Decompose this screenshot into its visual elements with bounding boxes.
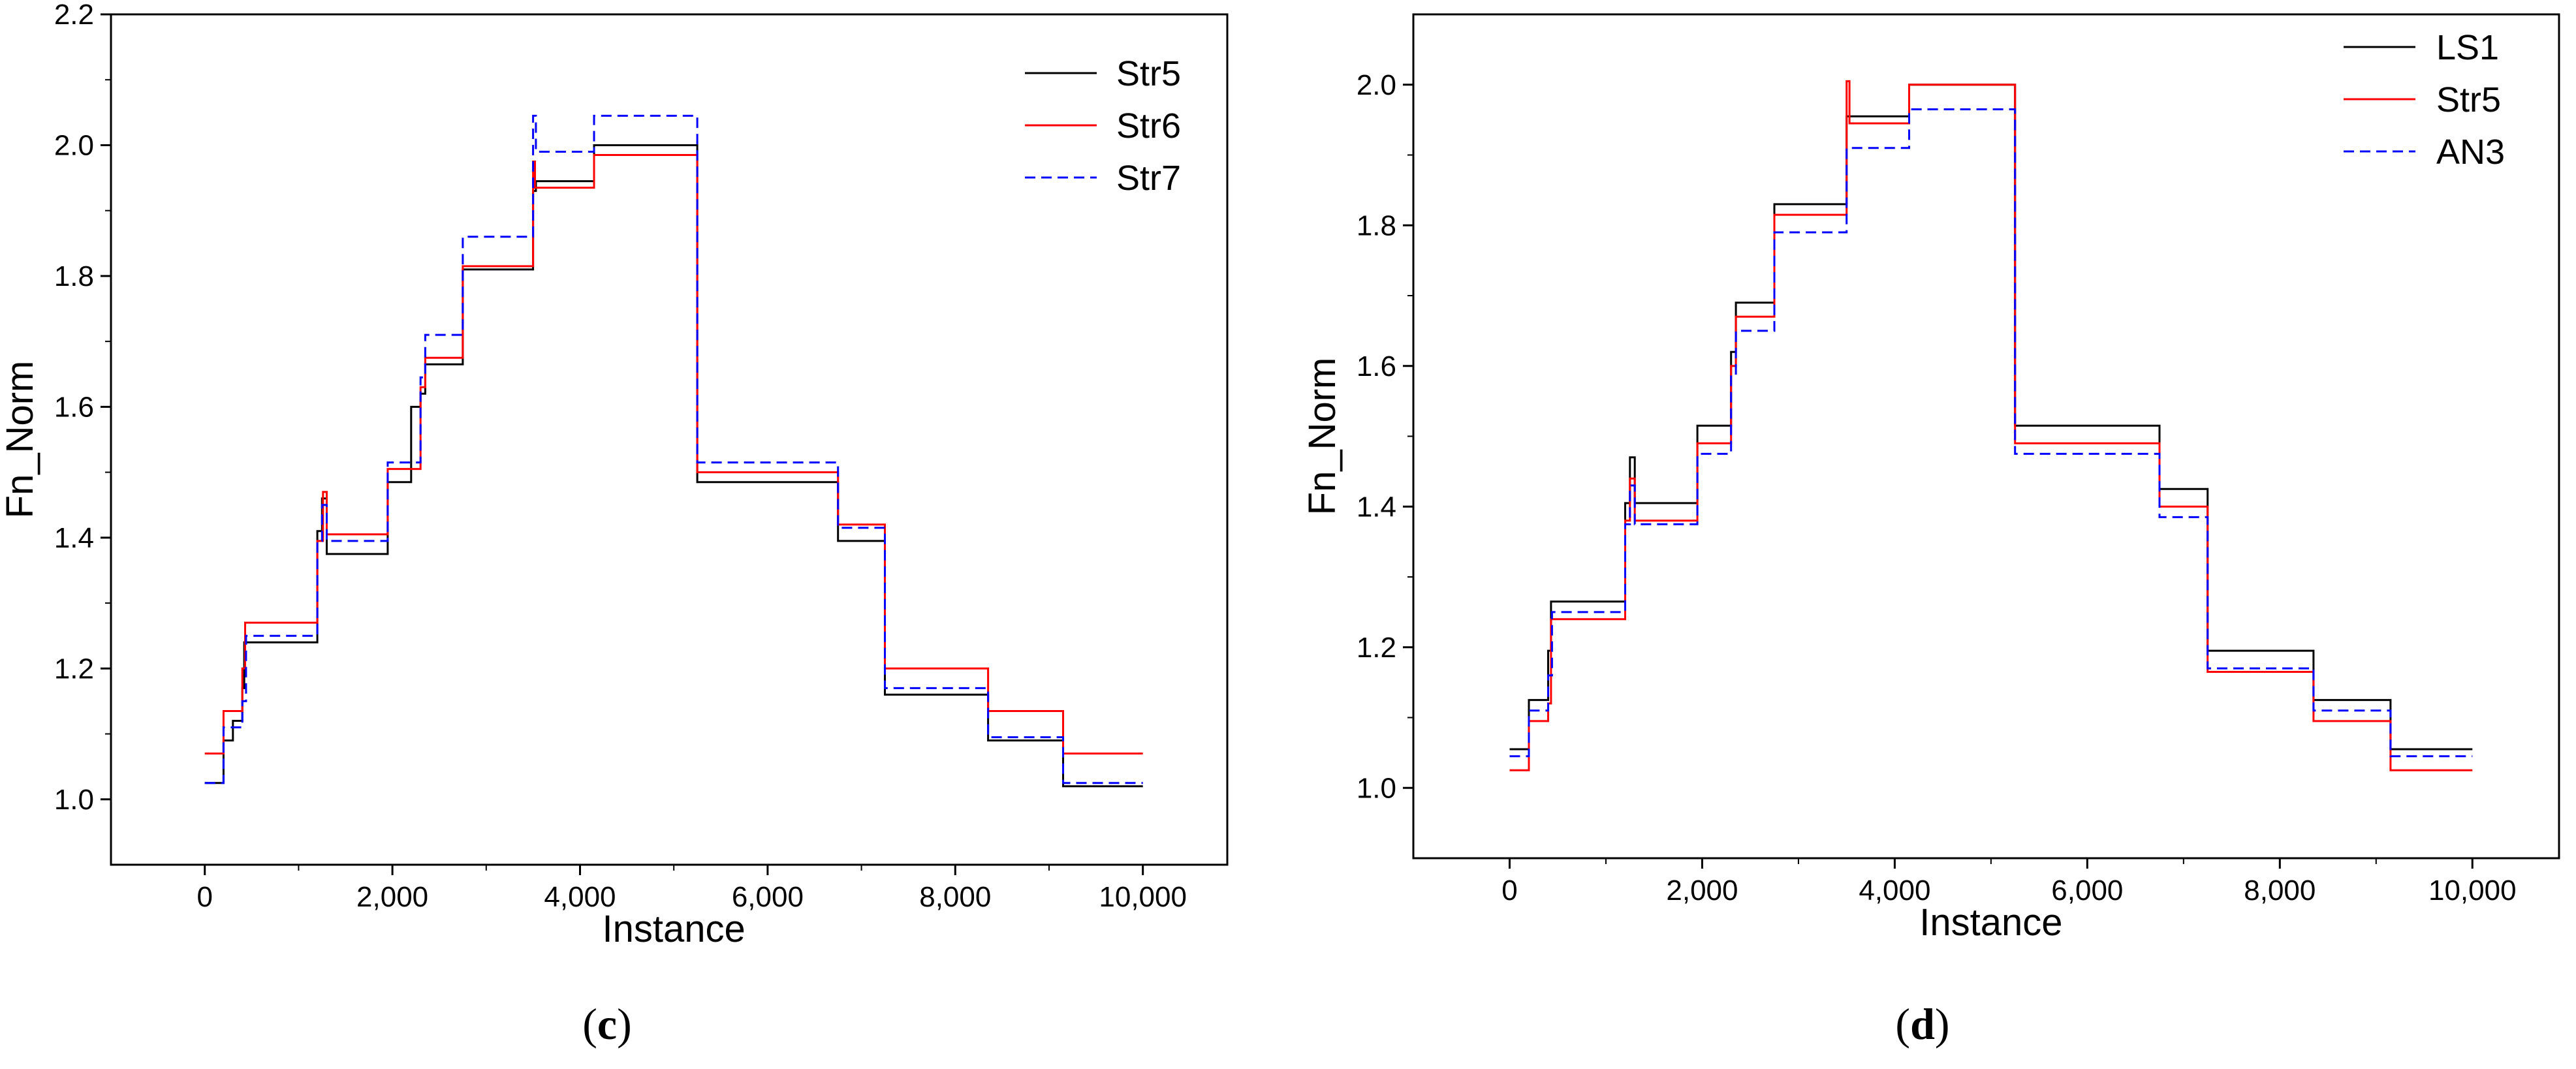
panel-caption: (c) (582, 999, 632, 1049)
series-line-an3 (1509, 108, 2473, 758)
y-tick-label: 1.2 (1357, 632, 1396, 664)
y-axis-title: Fn_Norm (0, 361, 41, 519)
chart-panel-d: 0 2,000 4,000 6,000 8,000 10,000 1.0 1.2 1.4 1.6 1… (1301, 13, 2560, 1049)
y-tick-label: 1.6 (54, 391, 94, 423)
legend: Str5 Str6 Str7 (1025, 54, 1181, 198)
y-tick-label: 1.0 (54, 784, 94, 816)
x-tick-label: 2,000 (356, 881, 428, 913)
y-tick-label: 2.2 (54, 0, 94, 31)
y-tick-label: 1.8 (1357, 209, 1396, 241)
x-tick-label: 0 (196, 881, 212, 913)
legend-label-str6: Str6 (1116, 106, 1181, 146)
x-tick-label: 2,000 (1666, 875, 1738, 906)
x-axis-title: Instance (603, 908, 746, 950)
y-tick-label: 1.2 (54, 653, 94, 685)
series-line-str6 (204, 154, 1143, 755)
series-line-str7 (204, 114, 1143, 784)
x-tick-label: 8,000 (919, 881, 991, 913)
plot-frame (110, 13, 1229, 866)
legend-label-str7: Str7 (1116, 159, 1181, 198)
series-line-str5 (204, 144, 1143, 788)
x-tick-label: 10,000 (2428, 875, 2517, 906)
y-tick-label: 2.0 (1357, 69, 1396, 101)
y-tick-label: 1.4 (1357, 491, 1396, 523)
y-axis-title: Fn_Norm (1301, 358, 1343, 516)
x-tick-label: 0 (1501, 875, 1517, 906)
y-tick-label: 1.0 (1357, 772, 1396, 804)
x-tick-label: 8,000 (2244, 875, 2316, 906)
y-tick-label: 1.4 (54, 522, 94, 554)
legend-label-an3: AN3 (2436, 132, 2505, 172)
y-tick-label: 2.0 (54, 129, 94, 161)
x-axis-title: Instance (1919, 901, 2062, 944)
legend-label-str5: Str5 (2436, 80, 2501, 119)
x-tick-label: 6,000 (2051, 875, 2123, 906)
panel-caption: (d) (1895, 999, 1949, 1049)
x-tick-label: 4,000 (544, 881, 616, 913)
legend-label-ls1: LS1 (2436, 28, 2499, 67)
series-line-str5 (1509, 80, 2473, 771)
x-tick-label: 10,000 (1099, 881, 1187, 913)
legend: LS1 Str5 AN3 (2344, 28, 2505, 172)
y-tick-label: 1.6 (1357, 350, 1396, 382)
x-tick-label: 4,000 (1859, 875, 1930, 906)
series-line-ls1 (1509, 84, 2473, 751)
chart-panel-c: 0 2,000 4,000 6,000 8,000 10,000 1.0 1.2 1.4 1.6 1… (0, 0, 1229, 1049)
y-tick-label: 1.8 (54, 260, 94, 292)
x-tick-label: 6,000 (732, 881, 804, 913)
legend-label-str5: Str5 (1116, 54, 1181, 93)
